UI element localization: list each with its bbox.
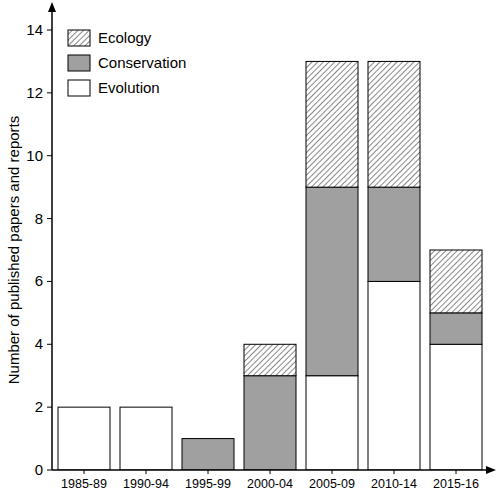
bar-segment [306,187,358,376]
y-tick-label: 0 [35,461,43,478]
y-tick-label: 6 [35,272,43,289]
x-tick [332,470,333,474]
y-tick-label: 4 [35,335,43,352]
y-tick-label: 14 [26,21,43,38]
bar-segment [430,344,482,470]
x-tick [456,470,457,474]
x-tick [84,470,85,474]
x-tick-label: 2010-14 [371,477,417,491]
legend-swatch [68,30,90,46]
x-tick-label: 1995-99 [185,477,231,491]
bar-segment [120,407,172,408]
legend-swatch [68,55,90,71]
legend-label: Ecology [98,29,152,46]
x-tick-label: 1985-89 [61,477,107,491]
bar-segment [368,187,420,281]
x-tick [394,470,395,474]
x-tick [146,470,147,474]
bar-segment [58,407,110,470]
bar-segment [306,61,358,187]
y-tick [47,155,52,156]
bar-segment [58,407,110,408]
bar-segment [58,407,110,408]
x-axis [52,469,492,471]
x-tick-label: 2000-04 [247,477,293,491]
bar-segment [430,250,482,313]
legend: Ecology Conservation Evolution [68,29,186,96]
bar-segment [368,281,420,470]
y-tick-label: 8 [35,210,43,227]
x-tick-label: 2005-09 [309,477,355,491]
bars [58,61,482,470]
legend-swatch [68,80,90,96]
legend-label: Evolution [98,79,160,96]
y-axis-arrow [48,2,56,12]
y-tick-label: 12 [26,84,43,101]
y-tick-label: 10 [26,147,43,164]
y-tick [47,92,52,93]
bar-segment [182,438,234,439]
y-tick [47,344,52,345]
y-axis [51,8,53,470]
y-tick [47,218,52,219]
bar-segment [120,407,172,408]
y-tick [47,281,52,282]
y-tick [47,470,52,471]
y-axis-label: Number of published papers and reports [5,116,22,385]
bar-segment [430,313,482,344]
bar-segment [244,376,296,470]
bar-segment [306,376,358,470]
bar-segment [120,407,172,470]
x-tick-label: 1990-94 [123,477,169,491]
chart: 0 2 4 6 8 10 12 14 1985-89 1990-94 1995-99 2000-04 2… [0,0,500,493]
x-tick [270,470,271,474]
x-axis-arrow [486,466,496,474]
x-tick [208,470,209,474]
y-tick [47,407,52,408]
legend-label: Conservation [98,54,186,71]
y-tick [47,30,52,31]
x-tick-label: 2015-16 [433,477,479,491]
bar-segment [182,439,234,470]
bar-segment [244,344,296,375]
bar-segment [368,61,420,187]
y-tick-label: 2 [35,398,43,415]
